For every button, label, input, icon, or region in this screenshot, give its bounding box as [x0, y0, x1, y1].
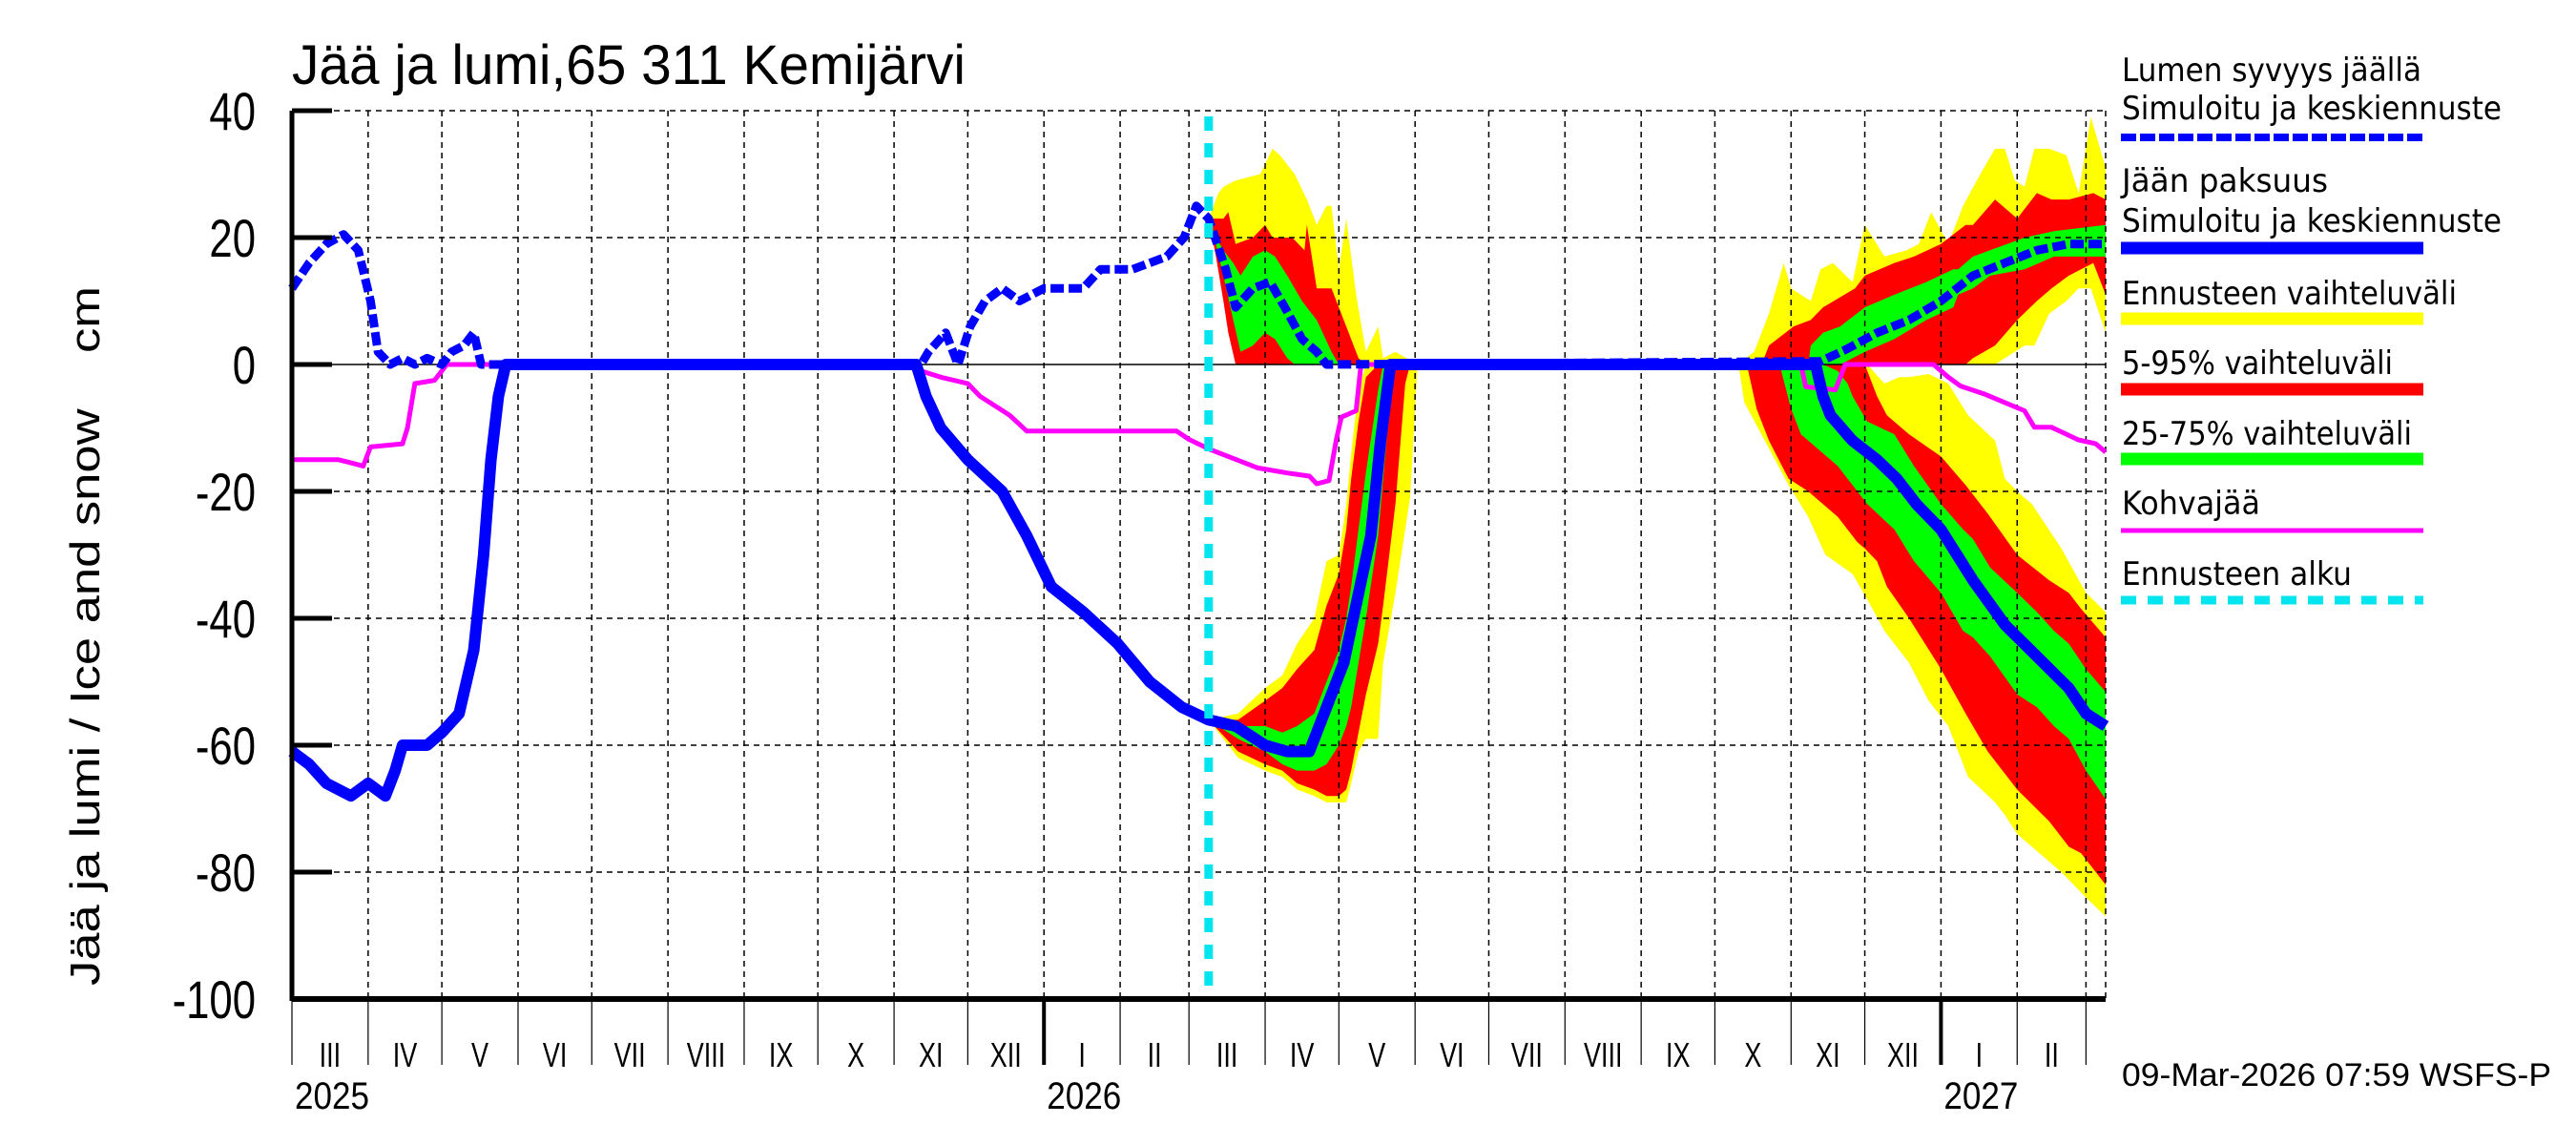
month-label: VI — [1440, 1035, 1464, 1074]
band-p5-95 — [1746, 364, 2106, 885]
ice-thickness-line — [288, 359, 2109, 802]
month-label: XII — [1887, 1035, 1919, 1074]
month-label: III — [1216, 1035, 1237, 1074]
series-lines — [288, 116, 2109, 999]
legend-snow-sub: Simuloitu ja keskiennuste — [2122, 90, 2502, 128]
y-tick-label: -60 — [196, 717, 256, 776]
chart-title: Jää ja lumi,65 311 Kemijärvi — [292, 34, 966, 96]
axes: III IV V VI VII VIII IX X XI XII I II III IV V VI VII VII… — [173, 82, 2106, 1117]
month-label: IX — [1666, 1035, 1690, 1074]
legend-p5-95-label: 5-95% vaihteluväli — [2122, 344, 2393, 383]
month-label: X — [847, 1035, 864, 1074]
kohva-line — [292, 362, 2108, 487]
legend-ice-title: Jään paksuus — [2120, 162, 2328, 200]
band-p5-95 — [1208, 364, 1410, 797]
snow-depth-line — [288, 201, 2106, 369]
month-label: XII — [990, 1035, 1022, 1074]
legend-snow-title: Lumen syvyys jäällä — [2122, 52, 2421, 90]
band-p25-75 — [1208, 364, 1396, 771]
legend-kohva-label: Kohvajää — [2122, 485, 2260, 523]
month-label: VIII — [687, 1035, 725, 1074]
legend-p25-75-label: 25-75% vaihteluväli — [2122, 415, 2412, 453]
timestamp: 09-Mar-2026 07:59 WSFS-P — [2122, 1057, 2551, 1093]
month-label: IV — [393, 1035, 418, 1074]
y-tick-label: 20 — [209, 209, 256, 268]
month-label: XI — [1816, 1035, 1839, 1074]
grid — [292, 110, 2107, 999]
month-label: XI — [919, 1035, 943, 1074]
year-label: 2027 — [1943, 1075, 2018, 1117]
month-label: VII — [1511, 1035, 1543, 1074]
month-label: IV — [1290, 1035, 1315, 1074]
y-tick-label: -80 — [196, 843, 256, 903]
month-label: VII — [614, 1035, 646, 1074]
year-label: 2025 — [295, 1075, 369, 1117]
month-label: V — [471, 1035, 489, 1074]
month-label: II — [2045, 1035, 2059, 1074]
month-label: V — [1368, 1035, 1386, 1074]
month-label: X — [1744, 1035, 1761, 1074]
legend-range-label: Ennusteen vaihteluväli — [2122, 275, 2457, 313]
month-label: III — [320, 1035, 341, 1074]
y-axis-label: Jää ja lumi / Ice and snow cm — [62, 286, 109, 986]
year-label: 2026 — [1047, 1075, 1121, 1117]
month-label: VIII — [1584, 1035, 1622, 1074]
band-p25-75 — [1778, 364, 2106, 800]
legend-forecast-start-label: Ennusteen alku — [2122, 555, 2352, 593]
y-tick-label: -100 — [173, 970, 256, 1030]
month-label: VI — [543, 1035, 567, 1074]
legend-ice-sub: Simuloitu ja keskiennuste — [2122, 202, 2502, 240]
y-tick-label: 0 — [233, 336, 256, 395]
y-tick-label: -20 — [196, 463, 256, 522]
month-label: IX — [769, 1035, 793, 1074]
y-tick-label: 40 — [209, 82, 256, 141]
month-label: I — [1976, 1035, 1984, 1074]
forecast-bands — [1208, 116, 2106, 917]
month-label: I — [1078, 1035, 1086, 1074]
legend: Lumen syvyys jäällä Simuloitu ja keskien… — [2120, 52, 2502, 605]
y-tick-label: -40 — [196, 590, 256, 649]
month-label: II — [1148, 1035, 1162, 1074]
